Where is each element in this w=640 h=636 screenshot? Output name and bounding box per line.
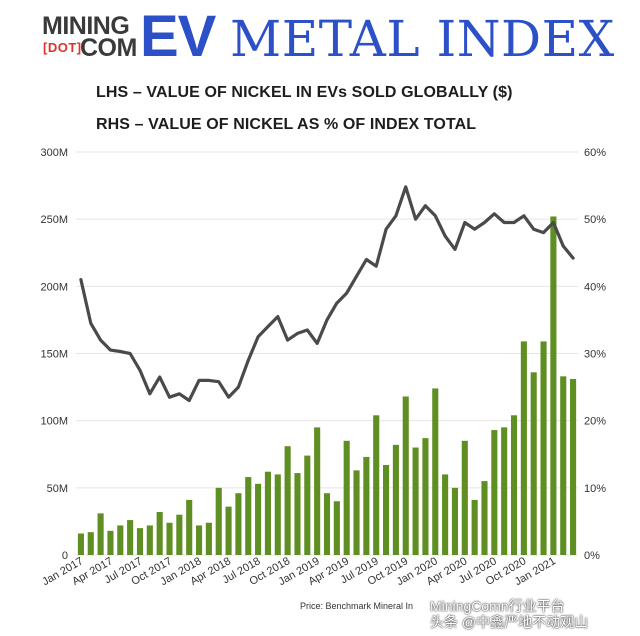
bar <box>245 477 252 555</box>
bar <box>442 474 449 555</box>
bar <box>510 415 518 555</box>
bar <box>225 506 232 555</box>
logo-com-text: COM <box>80 34 137 62</box>
y-right-tick-label: 0% <box>584 550 600 562</box>
bar <box>176 514 183 555</box>
y-right-tick-label: 60% <box>584 147 606 159</box>
watermark-line-2: 头条 @中鑫严地不动观山 <box>430 614 589 631</box>
bar <box>402 396 409 555</box>
y-left-tick-label: 200M <box>40 281 68 293</box>
bar <box>333 501 340 555</box>
bar <box>471 499 478 555</box>
bar <box>117 525 124 555</box>
bar <box>373 415 380 555</box>
y-left-tick-label: 300M <box>40 147 68 159</box>
y-left-tick-label: 150M <box>40 349 68 361</box>
watermark: MiningComn行业平台 头条 @中鑫严地不动观山 <box>430 598 588 630</box>
bar <box>97 513 104 555</box>
bar <box>264 471 271 555</box>
bar <box>530 372 537 555</box>
bar <box>314 427 321 555</box>
bar <box>235 493 242 555</box>
bar <box>520 341 527 555</box>
bar <box>451 487 459 555</box>
bar <box>304 455 311 555</box>
chart-header: MINING [DOT] COM EV METAL INDEX LHS – VA… <box>0 0 640 150</box>
bar <box>156 512 163 555</box>
y-right-tick-label: 50% <box>584 214 606 226</box>
y-right-tick-label: 30% <box>584 349 606 361</box>
line-series <box>79 185 575 403</box>
bar <box>195 525 203 555</box>
bar <box>481 481 488 555</box>
bar <box>570 379 577 555</box>
bar <box>422 438 429 555</box>
bar <box>274 474 281 555</box>
bar <box>215 487 222 555</box>
y-right-tick-label: 10% <box>584 483 606 495</box>
bar <box>127 520 134 555</box>
bar <box>255 483 262 555</box>
bar <box>491 430 498 555</box>
y-left-tick-label: 100M <box>40 416 68 428</box>
y-right-tick-label: 20% <box>584 416 606 428</box>
bar <box>432 388 439 555</box>
bar <box>343 440 350 555</box>
bar <box>392 444 399 555</box>
bar <box>353 470 360 555</box>
bar <box>166 522 173 555</box>
brand-ev-text: EV <box>140 4 216 69</box>
y-left-tick-label: 50M <box>47 483 68 495</box>
logo-mining-text: MINING <box>42 12 130 40</box>
bar <box>284 446 291 555</box>
subtitle-lhs: LHS – VALUE OF NICKEL IN EVs SOLD GLOBAL… <box>96 84 513 101</box>
y-left-tick-label: 0 <box>62 550 68 562</box>
subtitle-rhs: RHS – VALUE OF NICKEL AS % OF INDEX TOTA… <box>96 116 477 133</box>
logo-dot-text: [DOT] <box>43 40 82 55</box>
source-note: Price: Benchmark Mineral In <box>300 601 414 611</box>
bar <box>550 216 557 556</box>
bar <box>77 533 84 555</box>
bar <box>540 341 547 555</box>
watermark-line-1: MiningComn行业平台 <box>430 598 565 614</box>
bar <box>323 493 331 555</box>
bar <box>146 525 153 555</box>
bar <box>412 447 419 555</box>
bar <box>461 440 468 555</box>
bar <box>87 532 94 555</box>
y-right-tick-label: 40% <box>584 281 606 293</box>
bar <box>294 473 301 555</box>
bar <box>107 530 114 555</box>
bar <box>186 499 193 555</box>
bar <box>560 376 567 555</box>
y-left-tick-label: 250M <box>40 214 68 226</box>
bar <box>363 456 370 555</box>
bar <box>205 522 212 555</box>
bar <box>136 528 144 555</box>
brand-title-text: METAL INDEX <box>230 10 615 68</box>
bar <box>501 427 508 555</box>
bar <box>383 464 390 555</box>
